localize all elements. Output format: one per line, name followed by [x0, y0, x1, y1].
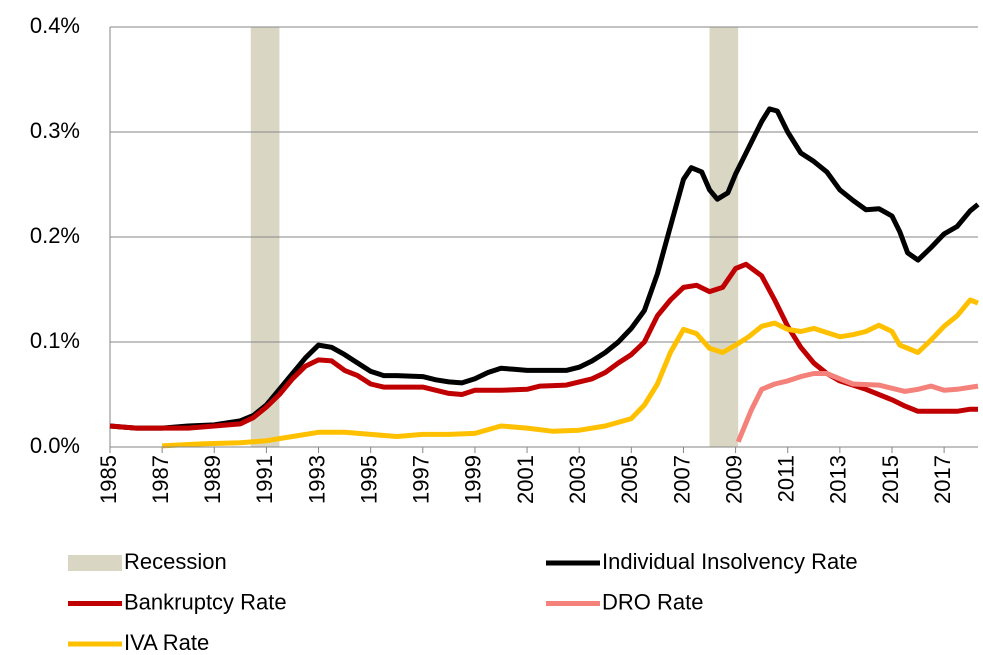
x-tick-label: 2017	[930, 455, 955, 504]
x-tick-label: 1987	[148, 455, 173, 504]
y-tick-label: 0.3%	[30, 118, 80, 143]
x-tick-label: 1985	[96, 455, 121, 504]
series-line	[735, 371, 979, 443]
legend-label: Bankruptcy Rate	[124, 589, 287, 614]
legend-label: Recession	[124, 549, 227, 574]
y-tick-label: 0.2%	[30, 223, 80, 248]
x-tick-label: 2015	[878, 455, 903, 504]
x-tick-label: 1991	[252, 455, 277, 504]
x-tick-label: 2003	[565, 455, 590, 504]
x-tick-label: 2005	[617, 455, 642, 504]
series-line	[109, 261, 978, 431]
series-line	[161, 297, 979, 449]
x-tick-label: 1989	[200, 455, 225, 504]
x-tick-label: 2001	[513, 455, 538, 504]
x-tick-label: 1997	[409, 455, 434, 504]
y-tick-label: 0.1%	[30, 328, 80, 353]
y-tick-label: 0.0%	[30, 433, 80, 458]
legend-label: DRO Rate	[602, 589, 703, 614]
x-tick-label: 2007	[669, 455, 694, 504]
x-tick-label: 2009	[721, 455, 746, 504]
x-tick-label: 2013	[826, 455, 851, 504]
y-tick-label: 0.4%	[30, 13, 80, 38]
legend-label: IVA Rate	[124, 630, 209, 655]
x-tick-label: 1995	[356, 455, 381, 504]
x-tick-label: 1999	[461, 455, 486, 504]
x-tick-label: 1993	[304, 455, 329, 504]
x-tick-label: 2011	[774, 455, 799, 502]
series-line	[109, 106, 980, 431]
legend-label: Individual Insolvency Rate	[602, 549, 858, 574]
legend-swatch	[68, 555, 122, 571]
